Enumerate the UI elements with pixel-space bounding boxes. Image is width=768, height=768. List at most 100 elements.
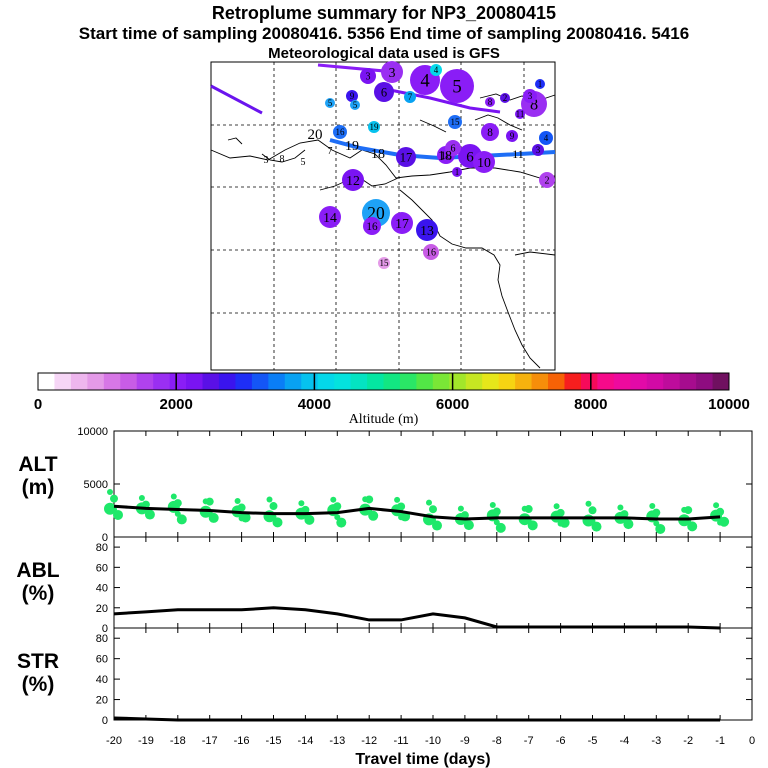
panel-frame [113, 627, 753, 721]
altitude-point [336, 517, 347, 528]
colorbar-swatch [531, 373, 549, 390]
altitude-point [238, 515, 245, 522]
xtick-label: -17 [202, 735, 218, 747]
colorbar-swatch [416, 373, 434, 390]
plume-number: 17 [400, 150, 413, 164]
xtick-label: -5 [588, 735, 598, 747]
altitude-point [432, 520, 442, 531]
altitude-point [237, 503, 246, 512]
panel-ylabel: STR [17, 650, 59, 673]
xtick-label: -10 [425, 735, 441, 747]
xtick-label: -16 [234, 735, 250, 747]
trajectory-label: 8 [280, 154, 285, 165]
altitude-point [110, 494, 118, 503]
plume-number: 1 [538, 79, 543, 89]
altitude-point [141, 500, 150, 509]
series-line-abl [113, 606, 721, 630]
altitude-point [617, 504, 624, 511]
altitude-point [234, 497, 241, 504]
colorbar-swatch [350, 373, 368, 390]
plume-number: 16 [336, 127, 346, 137]
plume-circle: 9 [346, 90, 358, 102]
xtick-label: -19 [138, 735, 154, 747]
plume-circle: 12 [342, 169, 364, 191]
colorbar-swatch [367, 373, 384, 390]
altitude-point [556, 508, 565, 517]
plume-number: 2 [503, 93, 508, 103]
altitude-point [266, 496, 273, 503]
colorbar-swatch [548, 373, 565, 390]
plume-number: 3 [366, 72, 371, 83]
xtick-label: -9 [460, 735, 470, 747]
trajectory-label: 18 [371, 147, 385, 162]
colorbar-swatch [613, 373, 631, 390]
altitude-point [687, 521, 698, 532]
trajectory-segment [210, 84, 263, 115]
altitude-point [589, 518, 596, 525]
colorbar-swatch [38, 373, 55, 390]
plume-number: 19 [370, 122, 380, 132]
altitude-point [557, 520, 564, 527]
xtick-label: -8 [492, 735, 502, 747]
plume-number: 9 [350, 91, 355, 101]
plume-circle: 3 [523, 89, 537, 103]
met-data-line: Meteorological data used is GFS [268, 45, 500, 62]
xtick-label: -4 [620, 735, 630, 747]
colorbar-swatch [136, 373, 154, 390]
altitude-point [138, 494, 145, 501]
altitude-point [493, 519, 500, 526]
plume-circle: 16 [423, 244, 439, 260]
plume-number: 8 [488, 97, 493, 107]
altitude-point [553, 503, 560, 510]
xtick-label: -14 [297, 735, 313, 747]
plume-number: 15 [451, 117, 461, 127]
plume-number: 5 [328, 98, 333, 108]
plume-circle: 4 [430, 64, 442, 76]
altitude-point [330, 496, 337, 503]
xtick-label: -1 [715, 735, 725, 747]
colorbar-swatch [186, 373, 204, 390]
plume-circle: 3 [381, 61, 403, 83]
plume-circle: 17 [396, 147, 416, 167]
plume-circle: 8 [485, 97, 495, 107]
plume-number: 12 [346, 173, 360, 188]
colorbar-swatch [564, 373, 582, 390]
altitude-point [429, 505, 437, 514]
plume-number: 8 [530, 96, 538, 114]
colorbar-tick-label: 4000 [298, 396, 331, 413]
plume-circle: 16 [333, 125, 347, 139]
colorbar-title: Altitude (m) [349, 412, 419, 427]
colorbar-swatch [679, 373, 697, 390]
colorbar-swatch [70, 373, 88, 390]
colorbar-swatch [54, 373, 72, 390]
plume-number: 5 [353, 100, 358, 110]
plume-number: 4 [434, 65, 439, 75]
colorbar-tick-label: 8000 [574, 396, 607, 413]
colorbar-swatch [580, 373, 598, 390]
plume-circle: 4 [539, 131, 553, 145]
plume-circle: 5 [350, 100, 360, 110]
plume-circle: 3 [360, 68, 376, 84]
altitude-point [588, 506, 597, 515]
xtick-label: -2 [683, 735, 693, 747]
colorbar-swatch [482, 373, 500, 390]
altitude-point [426, 499, 432, 506]
altitude-point [463, 520, 474, 531]
plume-circle: 2 [539, 172, 555, 188]
altitude-point [495, 522, 506, 533]
colorbar-swatch [646, 373, 664, 390]
altitude-point [489, 501, 496, 508]
trajectory-label: 11 [512, 147, 524, 161]
altitude-point [681, 506, 688, 513]
panel-ylabel: (m) [22, 476, 55, 499]
altitude-point [144, 509, 155, 520]
altitude-point [623, 519, 634, 530]
plume-number: 6 [381, 85, 387, 99]
altitude-point [333, 502, 342, 511]
colorbar-tick-label: 10000 [708, 396, 750, 413]
xtick-label: -20 [106, 735, 122, 747]
panel-ylabel: (%) [22, 673, 55, 696]
altitude-point [527, 520, 538, 531]
plume-circle: 5 [440, 69, 474, 103]
altitude-point [174, 510, 181, 517]
